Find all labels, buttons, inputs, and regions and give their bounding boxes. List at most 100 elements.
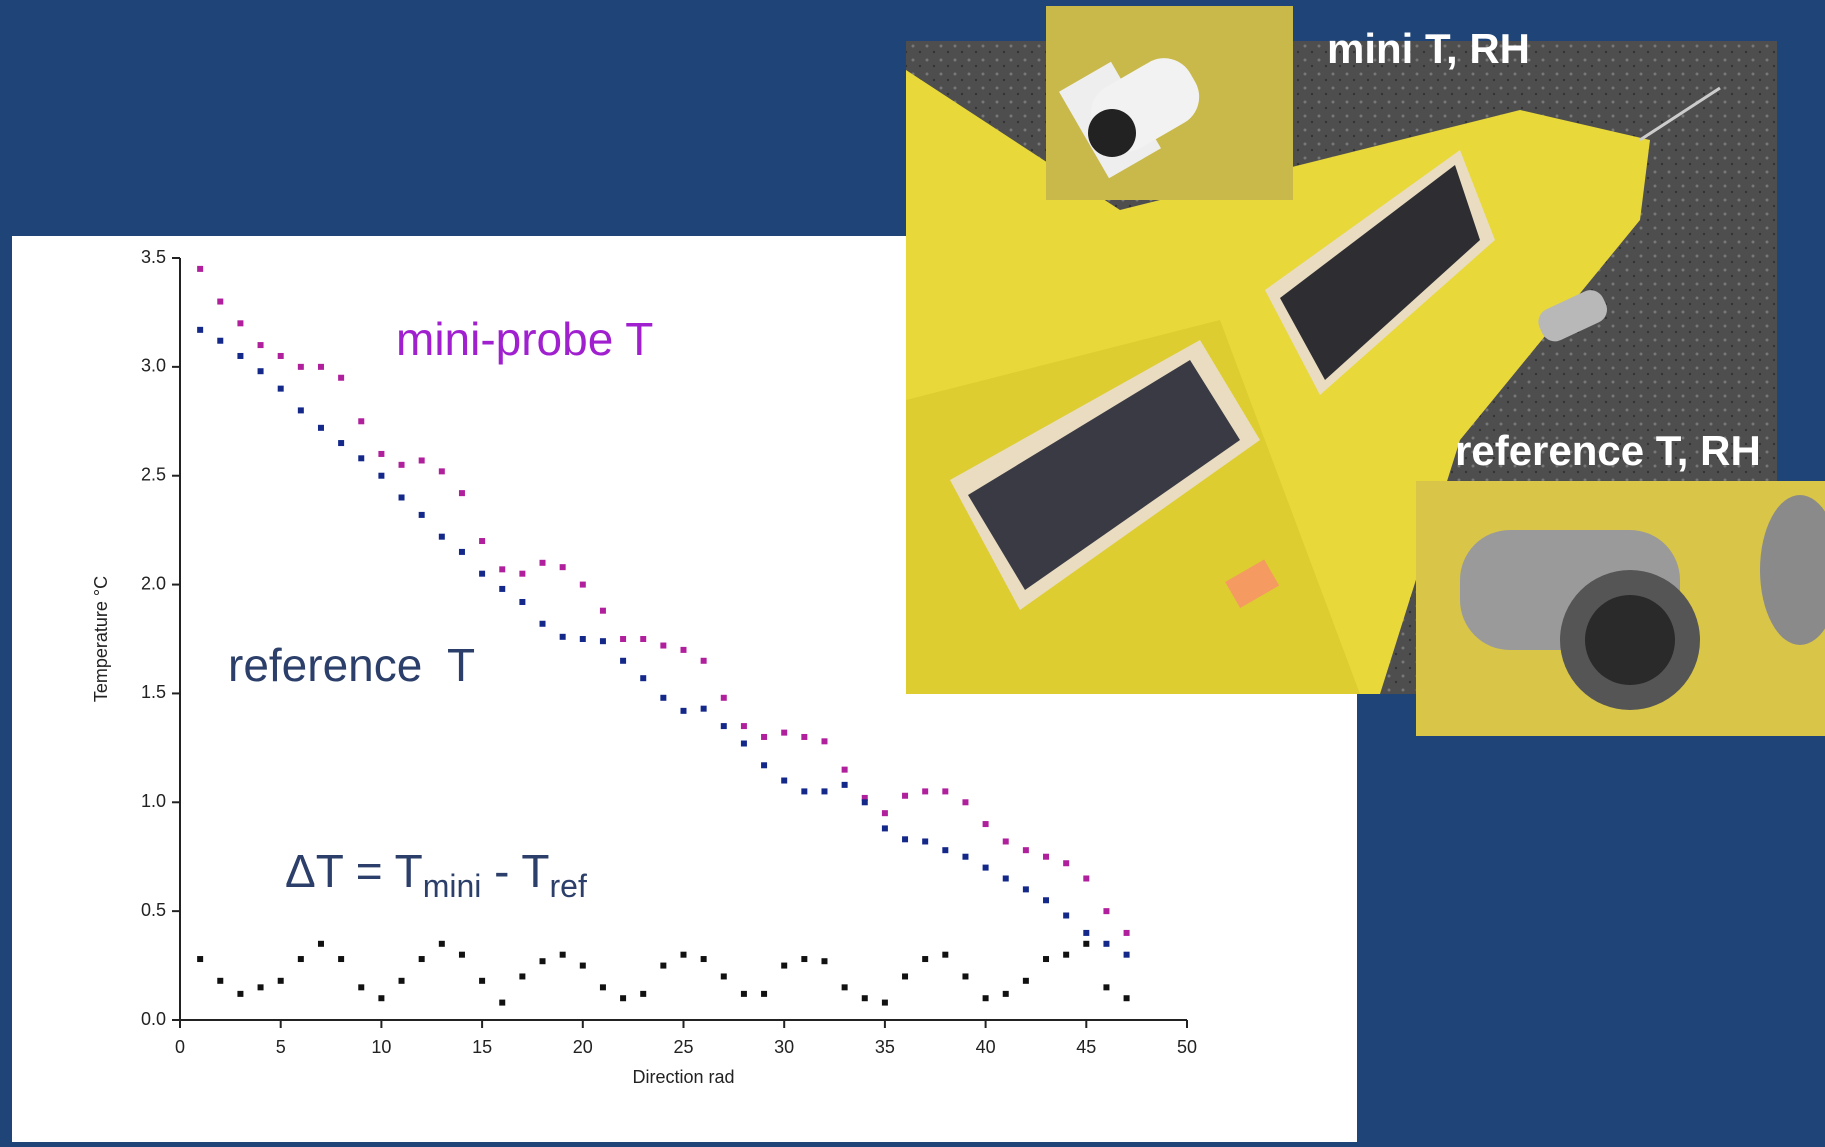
point: [1003, 875, 1009, 881]
point: [640, 991, 646, 997]
x-tick-label: 35: [875, 1037, 895, 1057]
point: [842, 984, 848, 990]
point: [378, 451, 384, 457]
slide: mini T, RH reference T, RH 0.00.51.01.52…: [0, 0, 1825, 1142]
point: [499, 586, 505, 592]
y-tick-label: 2.0: [141, 573, 166, 593]
x-tick-label: 10: [371, 1037, 391, 1057]
point: [1023, 847, 1029, 853]
point: [258, 984, 264, 990]
delta-label-part: - T: [481, 845, 549, 897]
point: [962, 973, 968, 979]
photo-label: mini T, RH: [1327, 25, 1530, 72]
annotation: mini-probe T: [396, 313, 653, 365]
point: [237, 991, 243, 997]
point: [358, 418, 364, 424]
point: [197, 327, 203, 333]
point: [580, 636, 586, 642]
point: [721, 695, 727, 701]
point: [217, 299, 223, 305]
point: [1043, 854, 1049, 860]
point: [459, 549, 465, 555]
point: [1103, 941, 1109, 947]
point: [419, 457, 425, 463]
point: [862, 995, 868, 1001]
point: [378, 473, 384, 479]
point: [318, 364, 324, 370]
point: [681, 708, 687, 714]
point: [620, 658, 626, 664]
point: [399, 978, 405, 984]
point: [278, 386, 284, 392]
point: [942, 847, 948, 853]
point: [540, 560, 546, 566]
delta-label-part: ref: [550, 868, 587, 904]
y-tick-label: 0.0: [141, 1009, 166, 1029]
point: [318, 941, 324, 947]
point: [1083, 930, 1089, 936]
point: [419, 956, 425, 962]
point: [1124, 995, 1130, 1001]
y-tick-label: 1.0: [141, 791, 166, 811]
point: [620, 995, 626, 1001]
point: [1023, 978, 1029, 984]
point: [1023, 886, 1029, 892]
x-tick-label: 20: [573, 1037, 593, 1057]
point: [842, 782, 848, 788]
point: [580, 963, 586, 969]
y-tick-label: 2.5: [141, 464, 166, 484]
photo-label: reference T, RH: [1455, 427, 1761, 474]
point: [237, 353, 243, 359]
point: [681, 952, 687, 958]
point: [1063, 952, 1069, 958]
point: [600, 608, 606, 614]
point: [338, 375, 344, 381]
mini-probe-photo: [1046, 6, 1293, 200]
point: [399, 494, 405, 500]
point: [962, 854, 968, 860]
point: [519, 973, 525, 979]
point: [701, 956, 707, 962]
point: [882, 1000, 888, 1006]
x-tick-label: 50: [1177, 1037, 1197, 1057]
point: [258, 342, 264, 348]
y-tick-label: 3.0: [141, 356, 166, 376]
point: [821, 788, 827, 794]
point: [1103, 908, 1109, 914]
delta-label-part: mini: [423, 868, 482, 904]
point: [983, 865, 989, 871]
point: [399, 462, 405, 468]
point: [942, 788, 948, 794]
point: [761, 762, 767, 768]
point: [741, 991, 747, 997]
point: [338, 440, 344, 446]
x-tick-label: 45: [1076, 1037, 1096, 1057]
point: [620, 636, 626, 642]
point: [197, 266, 203, 272]
point: [298, 407, 304, 413]
point: [540, 958, 546, 964]
point: [821, 958, 827, 964]
point: [781, 963, 787, 969]
point: [801, 734, 807, 740]
point: [801, 956, 807, 962]
point: [499, 1000, 505, 1006]
point: [197, 956, 203, 962]
y-axis-label: Temperature °C: [91, 576, 111, 702]
point: [922, 956, 928, 962]
delta-label-part: ΔT = T: [285, 845, 423, 897]
x-tick-label: 30: [774, 1037, 794, 1057]
point: [560, 564, 566, 570]
point: [761, 734, 767, 740]
point: [1063, 912, 1069, 918]
point: [701, 658, 707, 664]
y-tick-label: 0.5: [141, 900, 166, 920]
point: [439, 468, 445, 474]
point: [459, 952, 465, 958]
point: [882, 825, 888, 831]
point: [358, 984, 364, 990]
point: [1003, 991, 1009, 997]
point: [580, 582, 586, 588]
x-tick-label: 15: [472, 1037, 492, 1057]
point: [640, 636, 646, 642]
